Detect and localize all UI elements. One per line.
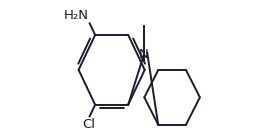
Text: H₂N: H₂N <box>64 9 89 22</box>
Text: N: N <box>139 48 149 61</box>
Text: Cl: Cl <box>83 118 95 131</box>
